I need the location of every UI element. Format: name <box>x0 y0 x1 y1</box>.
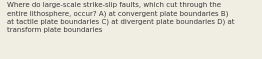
Text: Where do large-scale strike-slip faults, which cut through the
entire lithospher: Where do large-scale strike-slip faults,… <box>7 2 234 33</box>
